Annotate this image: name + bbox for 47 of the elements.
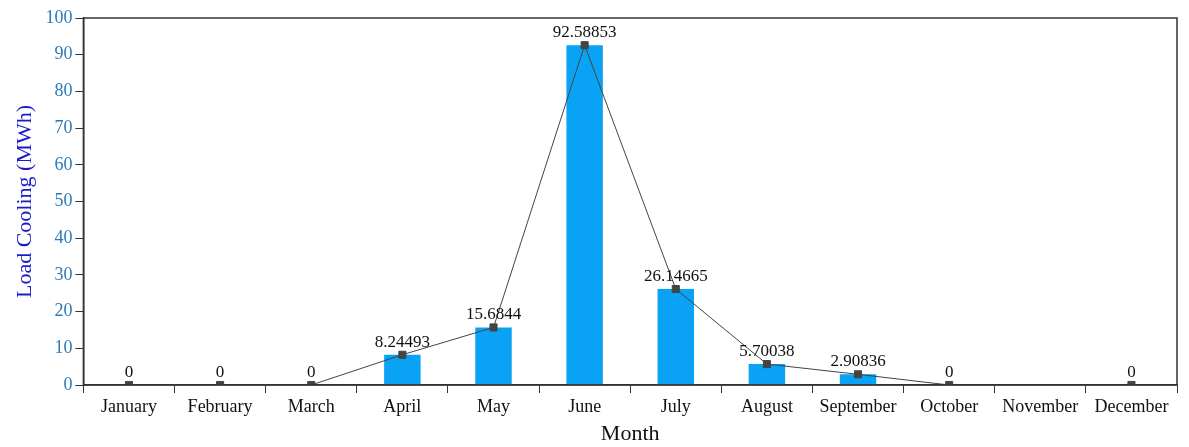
y-tick-label: 20	[54, 300, 73, 321]
y-tick-label: 50	[54, 190, 73, 211]
y-tick-label: 100	[45, 6, 73, 27]
y-tick-label: 90	[54, 43, 73, 64]
point	[854, 370, 863, 379]
point	[762, 360, 771, 369]
data-label: 26.14665	[643, 266, 708, 286]
data-label: 0	[944, 361, 954, 381]
x-tick-label: December	[1094, 395, 1169, 416]
x-tick-label: January	[100, 395, 157, 416]
bar	[384, 354, 421, 385]
y-tick-label: 60	[54, 153, 73, 174]
y-tick-label: 10	[54, 337, 73, 358]
x-tick-label: February	[187, 395, 253, 416]
data-label: 0	[306, 361, 316, 381]
x-tick-label: April	[383, 395, 422, 416]
y-tick-label: 0	[63, 373, 73, 394]
bar	[475, 327, 512, 385]
point	[398, 350, 407, 359]
point	[489, 323, 498, 332]
x-tick-label: November	[1002, 395, 1079, 416]
data-label: 0	[1127, 361, 1136, 381]
y-tick-label: 40	[54, 226, 73, 247]
x-tick-label: May	[477, 395, 510, 416]
bar	[748, 364, 786, 385]
point	[580, 41, 589, 50]
bar	[566, 45, 603, 385]
x-tick-label: March	[287, 395, 335, 416]
data-label: 92.58853	[552, 22, 617, 42]
data-label: 0	[215, 361, 225, 381]
x-axis-title: Month	[600, 419, 660, 445]
y-tick-label: 30	[54, 263, 73, 284]
bar	[657, 289, 694, 385]
data-label: 5.70038	[739, 341, 795, 361]
x-tick-label: October	[920, 395, 979, 416]
y-axis-title: Load Cooling (MWh)	[10, 104, 36, 299]
x-tick-label: June	[568, 395, 602, 416]
point	[671, 285, 680, 294]
y-tick-label: 80	[54, 80, 73, 101]
x-tick-label: August	[740, 395, 793, 416]
x-tick-label: September	[819, 395, 897, 416]
data-label: 0	[124, 361, 134, 381]
data-label: 8.24493	[374, 331, 430, 351]
y-tick-label: 70	[54, 116, 73, 137]
x-tick-label: July	[660, 395, 691, 416]
data-label: 15.6844	[465, 304, 522, 324]
data-label: 2.90836	[830, 351, 886, 371]
